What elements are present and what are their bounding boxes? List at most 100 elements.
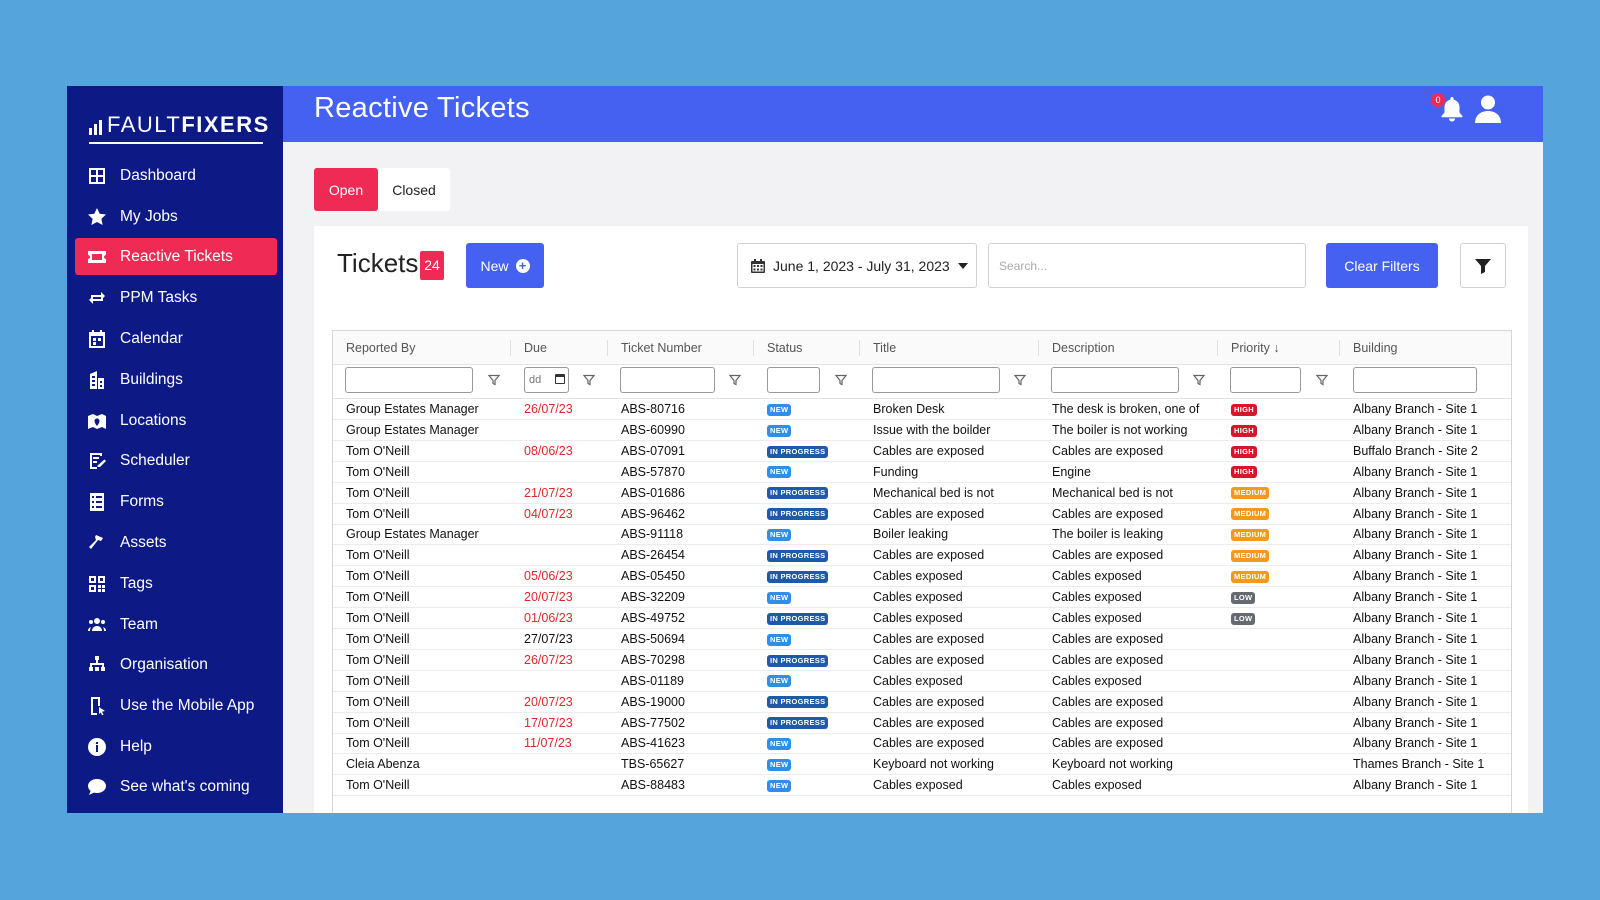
table-row[interactable]: Tom O'Neill ABS-88483 NEW Cables exposed Cab… (333, 775, 1511, 797)
sidebar-item-forms[interactable]: Forms (75, 483, 277, 520)
sidebar-item-team[interactable]: Team (75, 606, 277, 643)
filter-input-description[interactable] (1051, 367, 1179, 393)
table-row[interactable]: Tom O'Neill ABS-01189 NEW Cables exposed Cab… (333, 671, 1511, 692)
sidebar-item-organisation[interactable]: Organisation (75, 646, 277, 683)
column-filter-icon[interactable] (728, 373, 742, 386)
filter-input-building[interactable] (1353, 367, 1477, 393)
sidebar-item-label: Reactive Tickets (120, 247, 233, 265)
tab-closed[interactable]: Closed (378, 168, 450, 211)
column-header-reported-by[interactable]: Reported By (346, 341, 416, 355)
column-header-ticket-number[interactable]: Ticket Number (621, 341, 702, 355)
filter-input-ticket-number[interactable] (620, 367, 715, 393)
sidebar-item-locations[interactable]: Locations (75, 402, 277, 439)
table-row[interactable]: Tom O'Neill 17/07/23 ABS-77502 IN PROGRESS C… (333, 713, 1511, 734)
column-header-building[interactable]: Building (1353, 341, 1398, 355)
column-filter-icon[interactable] (1013, 373, 1027, 386)
column-divider[interactable] (510, 340, 511, 356)
column-filter-icon[interactable] (1315, 373, 1329, 386)
sidebar-item-dashboard[interactable]: Dashboard (75, 157, 277, 194)
brand-logo[interactable]: FAULT FIXERS (89, 108, 270, 138)
cell-description: Cables exposed (1052, 778, 1142, 793)
table-row[interactable]: Tom O'Neill 20/07/23 ABS-32209 NEW Cables ex… (333, 587, 1511, 609)
sitemap-icon (87, 655, 107, 675)
cell-priority: LOW (1218, 587, 1340, 607)
column-divider[interactable] (607, 340, 608, 356)
cell-description: Cables exposed (1052, 569, 1142, 584)
sidebar-item-label: See what's coming (120, 777, 250, 795)
column-filter-icon[interactable] (1192, 373, 1206, 386)
tab-open[interactable]: Open (314, 168, 378, 211)
table-row[interactable]: Tom O'Neill 04/07/23 ABS-96462 IN PROGRESS C… (333, 504, 1511, 525)
cell-status: NEW (754, 462, 860, 482)
date-picker-icon[interactable] (555, 374, 565, 384)
sidebar-item-label: Assets (120, 533, 167, 551)
table-row[interactable]: Tom O'Neill 05/06/23 ABS-05450 IN PROGRESS C… (333, 566, 1511, 588)
user-profile-icon[interactable] (1475, 95, 1501, 123)
column-header-due[interactable]: Due (524, 341, 547, 355)
column-divider[interactable] (859, 340, 860, 356)
column-filter-icon[interactable] (487, 373, 501, 386)
column-filter-icon[interactable] (582, 373, 596, 386)
clear-filters-button[interactable]: Clear Filters (1326, 243, 1438, 288)
cell-title: Cables are exposed (873, 443, 985, 458)
sidebar-item-my-jobs[interactable]: My Jobs (75, 198, 277, 235)
column-filter-icon[interactable] (834, 373, 848, 386)
table-row[interactable]: Tom O'Neill 27/07/23 ABS-50694 NEW Cables ar… (333, 629, 1511, 650)
cell-reported-by: Tom O'Neill (346, 506, 410, 521)
sidebar-item-ppm-tasks[interactable]: PPM Tasks (75, 279, 277, 316)
cell-ticket-number: ABS-96462 (621, 506, 685, 521)
sidebar-item-use-the-mobile-app[interactable]: Use the Mobile App (75, 687, 277, 724)
column-divider[interactable] (1038, 340, 1039, 356)
column-divider[interactable] (1339, 340, 1340, 356)
cell-description: Cables are exposed (1052, 548, 1164, 563)
table-row[interactable]: Group Estates Manager ABS-91118 NEW Boiler … (333, 524, 1511, 546)
table-row[interactable]: Group Estates Manager ABS-60990 NEW Issue w… (333, 420, 1511, 441)
column-header-description[interactable]: Description (1052, 341, 1115, 355)
column-header-status[interactable]: Status (767, 341, 803, 355)
cell-status: NEW (754, 733, 860, 753)
new-ticket-button[interactable]: New + (466, 243, 544, 288)
tickets-heading: Tickets (337, 248, 419, 278)
sidebar-item-reactive-tickets[interactable]: Reactive Tickets (75, 238, 277, 275)
table-row[interactable]: Tom O'Neill 11/07/23 ABS-41623 NEW Cables ar… (333, 733, 1511, 755)
sidebar-item-see-what-s-coming[interactable]: See what's coming (75, 768, 277, 805)
table-row[interactable]: Tom O'Neill 21/07/23 ABS-01686 IN PROGRESS M… (333, 483, 1511, 504)
column-divider[interactable] (753, 340, 754, 356)
filter-input-reported-by[interactable] (345, 367, 473, 393)
table-row[interactable]: Tom O'Neill ABS-26454 IN PROGRESS Cables ar… (333, 545, 1511, 567)
sidebar-item-help[interactable]: Help (75, 728, 277, 765)
scheduler-icon (87, 451, 107, 471)
cell-building: Albany Branch - Site 1 (1353, 464, 1478, 479)
cell-reported-by: Tom O'Neill (346, 548, 410, 563)
cell-reported-by: Group Estates Manager (346, 422, 479, 437)
search-input[interactable] (988, 243, 1306, 288)
table-row[interactable]: Tom O'Neill 01/06/23 ABS-49752 IN PROGRESS C… (333, 608, 1511, 629)
cell-ticket-number: ABS-91118 (621, 527, 684, 542)
table-row[interactable]: Tom O'Neill ABS-57870 NEW Funding Engine HIGH… (333, 462, 1511, 483)
filter-input-due[interactable] (524, 367, 569, 393)
sidebar-item-tags[interactable]: Tags (75, 565, 277, 602)
table-row[interactable]: Tom O'Neill 08/06/23 ABS-07091 IN PROGRESS C… (333, 441, 1511, 462)
column-divider[interactable] (1217, 340, 1218, 356)
sidebar-item-buildings[interactable]: Buildings (75, 361, 277, 398)
sidebar-item-assets[interactable]: Assets (75, 524, 277, 561)
status-badge: IN PROGRESS (767, 445, 829, 458)
filter-input-title[interactable] (872, 367, 1000, 393)
funnel-icon (1475, 258, 1491, 274)
column-header-title[interactable]: Title (873, 341, 897, 355)
table-row[interactable]: Group Estates Manager 26/07/23 ABS-80716 NE… (333, 399, 1511, 420)
cell-ticket-number: ABS-01189 (621, 673, 685, 688)
sidebar-item-calendar[interactable]: Calendar (75, 320, 277, 357)
table-row[interactable]: Cleia Abenza TBS-65627 NEW Keyboard not wor… (333, 754, 1511, 776)
column-header-priority[interactable]: Priority ↓ (1231, 341, 1280, 355)
table-row[interactable]: Tom O'Neill 26/07/23 ABS-70298 IN PROGRESS C… (333, 650, 1511, 671)
filter-input-priority[interactable] (1230, 367, 1301, 393)
filter-input-status[interactable] (767, 367, 820, 393)
notifications-bell-icon[interactable]: 0 (1431, 93, 1464, 123)
cell-ticket-number: ABS-70298 (621, 652, 685, 667)
sidebar-item-scheduler[interactable]: Scheduler (75, 442, 277, 479)
date-range-picker[interactable]: June 1, 2023 - July 31, 2023 (737, 243, 977, 288)
table-row[interactable]: Tom O'Neill 20/07/23 ABS-19000 IN PROGRESS C… (333, 692, 1511, 713)
cell-title: Cables are exposed (873, 694, 985, 709)
filter-button[interactable] (1460, 243, 1506, 288)
